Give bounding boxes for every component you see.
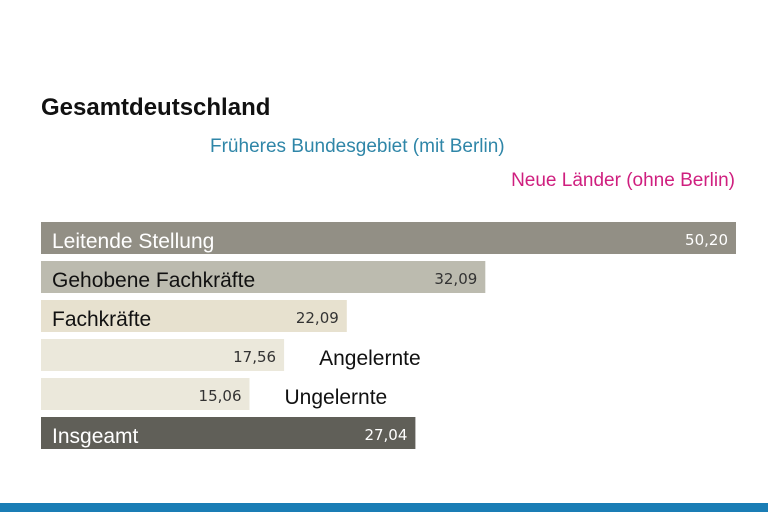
bar-1: [41, 261, 486, 293]
value-label-5: 27,04: [364, 426, 407, 444]
legend-frueheres-bundesgebiet: Früheres Bundesgebiet (mit Berlin): [210, 136, 505, 157]
value-label-3: 17,56: [233, 348, 276, 366]
legend-neue-laender: Neue Länder (ohne Berlin): [511, 170, 735, 191]
category-label-0: Leitende Stellung: [52, 230, 214, 253]
bar-4: [41, 378, 250, 410]
value-label-0: 50,20: [685, 231, 728, 249]
chart-title: Gesamtdeutschland: [41, 94, 271, 121]
category-label-5: Insgeamt: [52, 425, 139, 448]
bar-5: [41, 417, 416, 449]
category-label-4: Ungelernte: [285, 386, 388, 409]
bar-2: [41, 300, 347, 332]
category-label-2: Fachkräfte: [52, 308, 151, 331]
value-label-1: 32,09: [434, 270, 477, 288]
bar-0: [41, 222, 736, 254]
category-label-3: Angelernte: [319, 347, 421, 370]
bar-3: [41, 339, 285, 371]
value-label-4: 15,06: [199, 387, 242, 405]
footer-bar: [0, 503, 768, 512]
category-label-1: Gehobene Fachkräfte: [52, 269, 255, 292]
value-label-2: 22,09: [296, 309, 339, 327]
